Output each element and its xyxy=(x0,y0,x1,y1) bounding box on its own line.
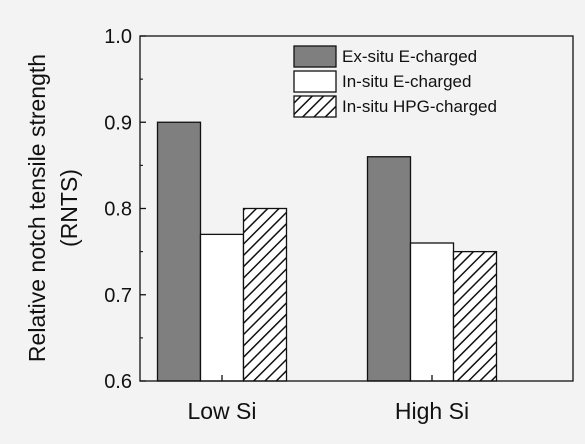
legend: Ex-situ E-charged In-situ E-charged In-sit… xyxy=(293,45,497,118)
y-tick-label: 0.9 xyxy=(104,112,132,134)
plot-frame xyxy=(139,35,574,382)
bars-group xyxy=(156,121,498,382)
y-tick-label: 0.7 xyxy=(104,285,132,307)
y-tick-label: 0.8 xyxy=(104,199,132,221)
bar-low-si-series-1 xyxy=(156,121,202,382)
legend-swatch xyxy=(293,95,337,118)
legend-swatch xyxy=(293,45,337,68)
y-axis-ticks: 0.6 0.7 0.8 0.9 1.0 xyxy=(104,26,146,393)
y-axis-label-line2: (RNTS) xyxy=(56,169,82,247)
bar-low-si-series-3 xyxy=(242,207,288,382)
bar-high-si-series-2 xyxy=(409,242,455,382)
bar-high-si-series-3 xyxy=(452,250,498,382)
x-axis-ticks: Low Si High Si xyxy=(187,375,469,424)
legend-swatch xyxy=(293,70,337,93)
y-tick-label: 0.6 xyxy=(104,371,132,393)
y-axis-label-line1: Relative notch tensile strength xyxy=(24,54,50,362)
x-tick-label: Low Si xyxy=(187,398,256,424)
bar-low-si-series-2 xyxy=(199,233,245,382)
legend-label: In-situ HPG-charged xyxy=(342,97,497,116)
legend-label: In-situ E-charged xyxy=(342,72,471,91)
legend-label: Ex-situ E-charged xyxy=(342,47,477,66)
bar-high-si-series-1 xyxy=(366,156,412,382)
x-tick-label: High Si xyxy=(395,398,469,424)
y-tick-label: 1.0 xyxy=(104,26,132,48)
